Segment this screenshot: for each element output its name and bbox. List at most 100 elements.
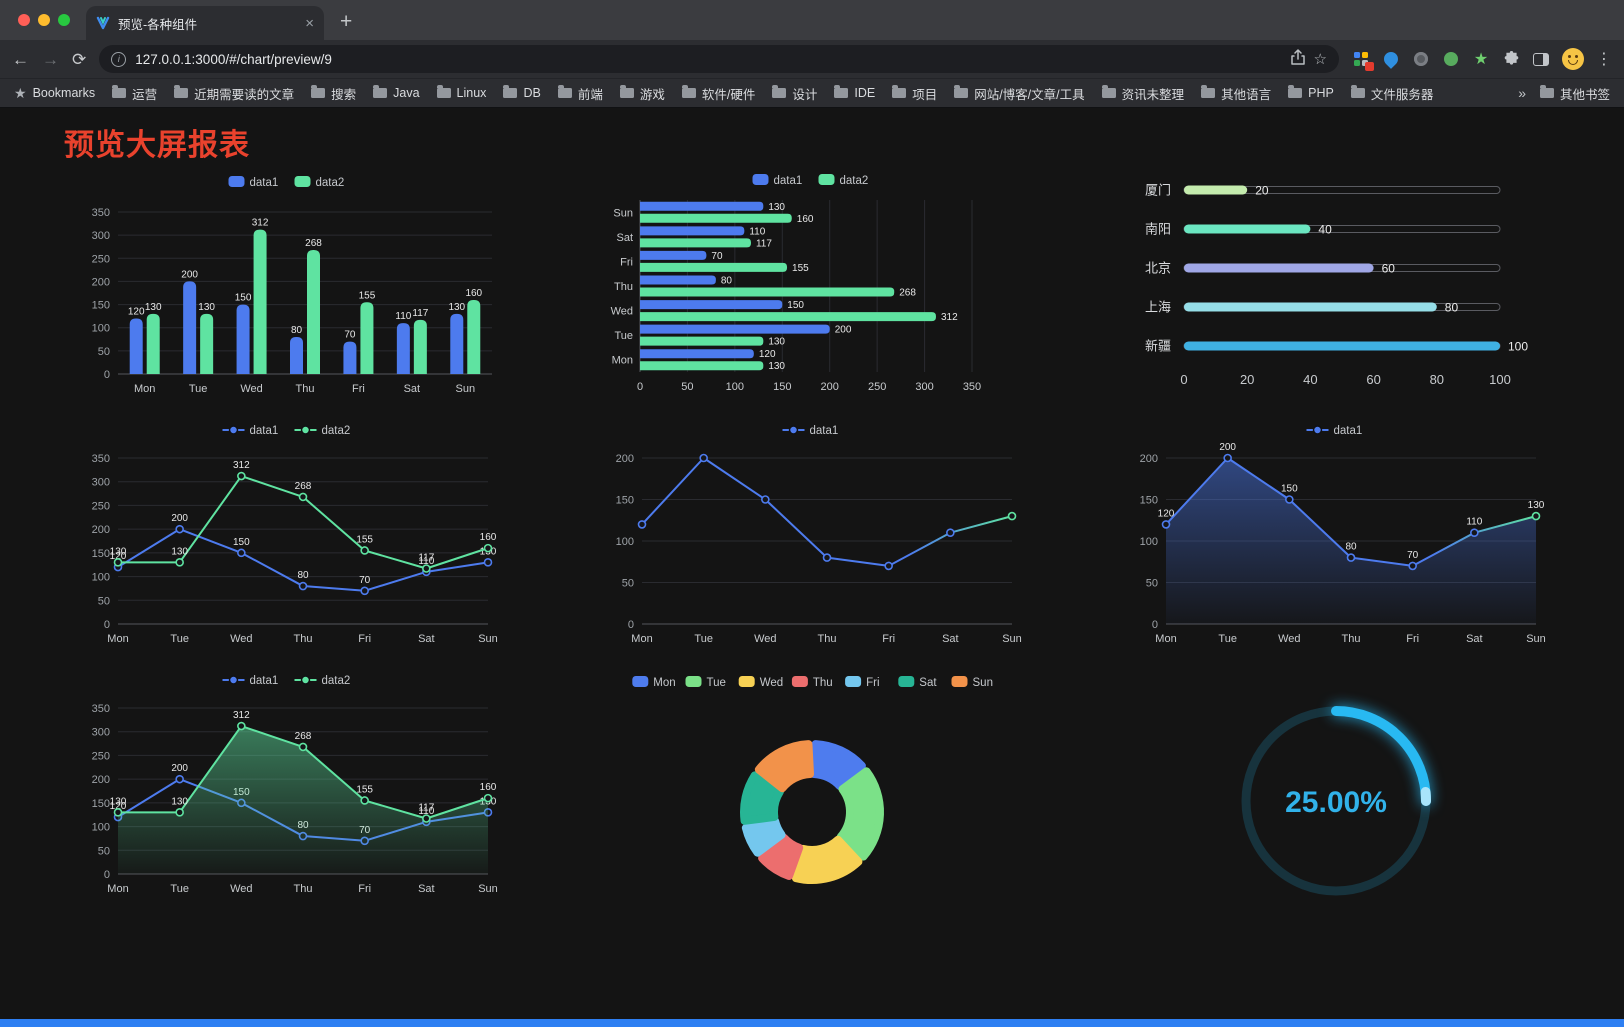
svg-text:70: 70 xyxy=(711,251,723,262)
bookmarks-bar-items: 运营 近期需要读的文章 搜索 Java Linux DB 前端 游戏 软件/硬件 设计 IDE 项目 网… xyxy=(112,84,1433,103)
svg-text:130: 130 xyxy=(110,796,127,807)
svg-text:Sat: Sat xyxy=(919,677,937,689)
svg-text:100: 100 xyxy=(1489,372,1511,387)
svg-text:350: 350 xyxy=(92,453,110,465)
bookmark-folder-12[interactable]: 网站/博客/文章/工具 xyxy=(954,84,1085,103)
svg-text:厦门: 厦门 xyxy=(1145,183,1171,198)
chart-line-area-two-series: data1 data2 0 50 100 150 200 250 300 350 Mon Tue Wed… xyxy=(26,666,550,924)
svg-text:50: 50 xyxy=(622,578,634,590)
svg-text:160: 160 xyxy=(480,532,497,543)
bookmark-folder-15[interactable]: PHP xyxy=(1288,85,1334,100)
url-text[interactable]: 127.0.0.1:3000/#/chart/preview/9 xyxy=(135,51,332,67)
profile-avatar[interactable] xyxy=(1562,48,1584,70)
bookmark-folder-1[interactable]: 近期需要读的文章 xyxy=(174,84,294,103)
svg-text:200: 200 xyxy=(171,513,188,524)
address-bar[interactable]: i 127.0.0.1:3000/#/chart/preview/9 ☆ xyxy=(99,45,1339,73)
svg-text:Mon: Mon xyxy=(1155,633,1176,645)
svg-text:0: 0 xyxy=(1152,619,1158,631)
bookmark-folder-5[interactable]: DB xyxy=(503,85,541,100)
svg-text:Thu: Thu xyxy=(294,633,313,645)
svg-text:data1: data1 xyxy=(250,177,279,189)
svg-text:20: 20 xyxy=(1255,184,1269,198)
bookmark-folder-0[interactable]: 运营 xyxy=(112,84,157,103)
chart-line-two-series: data1 data2 0 50 100 150 200 250 300 350 Mon Tue Wed… xyxy=(26,416,550,654)
svg-text:Wed: Wed xyxy=(240,383,262,395)
share-icon[interactable] xyxy=(1290,49,1305,69)
svg-text:350: 350 xyxy=(963,381,981,393)
bookmark-label: 运营 xyxy=(132,87,158,102)
new-tab-button[interactable]: + xyxy=(340,10,353,33)
svg-text:50: 50 xyxy=(98,595,110,607)
browser-tab[interactable]: 预览-各种组件 × xyxy=(86,6,324,40)
extensions-puzzle-icon[interactable] xyxy=(1502,50,1520,68)
svg-text:Fri: Fri xyxy=(358,633,371,645)
svg-text:250: 250 xyxy=(92,253,110,265)
bookmark-folder-10[interactable]: IDE xyxy=(834,85,875,100)
extension-star-icon[interactable]: ★ xyxy=(1473,51,1489,68)
bookmarks-overflow-icon[interactable]: » xyxy=(1518,85,1526,101)
svg-text:160: 160 xyxy=(797,214,814,225)
bookmark-folder-9[interactable]: 设计 xyxy=(772,84,817,103)
bookmarks-root[interactable]: ★ Bookmarks xyxy=(14,85,95,102)
bookmark-folder-2[interactable]: 搜索 xyxy=(311,84,356,103)
bookmark-folder-6[interactable]: 前端 xyxy=(557,84,603,103)
svg-text:Sat: Sat xyxy=(1466,633,1483,645)
svg-text:100: 100 xyxy=(616,536,634,548)
chart-gauge: 25.00% xyxy=(1074,666,1598,924)
svg-text:150: 150 xyxy=(1281,484,1298,495)
svg-text:100: 100 xyxy=(726,381,744,393)
folder-icon xyxy=(681,85,696,98)
svg-text:Wed: Wed xyxy=(230,883,252,895)
bookmark-folder-16[interactable]: 文件服务器 xyxy=(1350,84,1434,103)
svg-text:155: 155 xyxy=(792,263,809,274)
svg-text:Wed: Wed xyxy=(230,633,252,645)
site-info-icon[interactable]: i xyxy=(111,51,127,67)
svg-text:Fri: Fri xyxy=(1406,633,1419,645)
bookmark-folder-8[interactable]: 软件/硬件 xyxy=(681,84,755,103)
chart-area-line: data1 0 50 100 150 200 Mon Tue Wed Thu Fri Sat Sun 12… xyxy=(1074,416,1598,654)
bookmark-star-icon[interactable]: ☆ xyxy=(1313,51,1327,68)
forward-button[interactable]: → xyxy=(42,49,59,69)
svg-text:200: 200 xyxy=(92,774,110,786)
back-button[interactable]: ← xyxy=(12,49,29,69)
extension-green-circle-icon[interactable] xyxy=(1442,50,1460,68)
svg-text:150: 150 xyxy=(773,381,791,393)
svg-text:130: 130 xyxy=(768,361,785,372)
svg-text:Tue: Tue xyxy=(189,383,208,395)
extension-drop-icon[interactable] xyxy=(1381,49,1401,69)
svg-text:130: 130 xyxy=(768,202,785,213)
bookmark-folder-14[interactable]: 其他语言 xyxy=(1201,84,1271,103)
svg-text:Fri: Fri xyxy=(866,677,879,689)
tab-close-icon[interactable]: × xyxy=(305,14,314,32)
svg-text:250: 250 xyxy=(92,750,110,762)
svg-text:200: 200 xyxy=(181,269,198,280)
extension-circle-icon[interactable] xyxy=(1412,50,1430,68)
close-window-button[interactable] xyxy=(18,14,30,26)
bookmark-folder-4[interactable]: Linux xyxy=(436,85,486,100)
svg-text:80: 80 xyxy=(297,570,309,581)
reload-button[interactable]: ⟳ xyxy=(72,49,87,69)
minimize-window-button[interactable] xyxy=(38,14,50,26)
chart-horizontal-bar: data1 data2 0 50 100 150 200 250 300 350 Sun 130 160… xyxy=(550,166,1074,404)
svg-text:160: 160 xyxy=(480,782,497,793)
folder-icon xyxy=(892,85,907,98)
zoom-window-button[interactable] xyxy=(58,14,70,26)
svg-text:南阳: 南阳 xyxy=(1145,222,1171,237)
folder-icon xyxy=(436,85,451,98)
bookmark-folder-3[interactable]: Java xyxy=(373,85,420,100)
side-panel-icon[interactable] xyxy=(1532,50,1550,68)
bookmark-folder-7[interactable]: 游戏 xyxy=(619,84,665,103)
svg-text:300: 300 xyxy=(915,381,933,393)
bookmark-label: PHP xyxy=(1308,86,1334,100)
bookmark-folder-11[interactable]: 项目 xyxy=(892,84,937,103)
menu-icon[interactable]: ⋮ xyxy=(1596,51,1612,68)
svg-text:Fri: Fri xyxy=(352,383,365,395)
svg-text:110: 110 xyxy=(418,806,434,817)
svg-text:117: 117 xyxy=(418,553,434,564)
svg-text:40: 40 xyxy=(1303,372,1317,387)
bookmark-label: 文件服务器 xyxy=(1370,87,1434,102)
other-bookmarks-folder[interactable]: 其他书签 xyxy=(1539,84,1610,103)
svg-text:80: 80 xyxy=(291,325,303,336)
bookmark-folder-13[interactable]: 资讯未整理 xyxy=(1101,84,1184,103)
extension-grid-icon[interactable] xyxy=(1352,50,1374,71)
